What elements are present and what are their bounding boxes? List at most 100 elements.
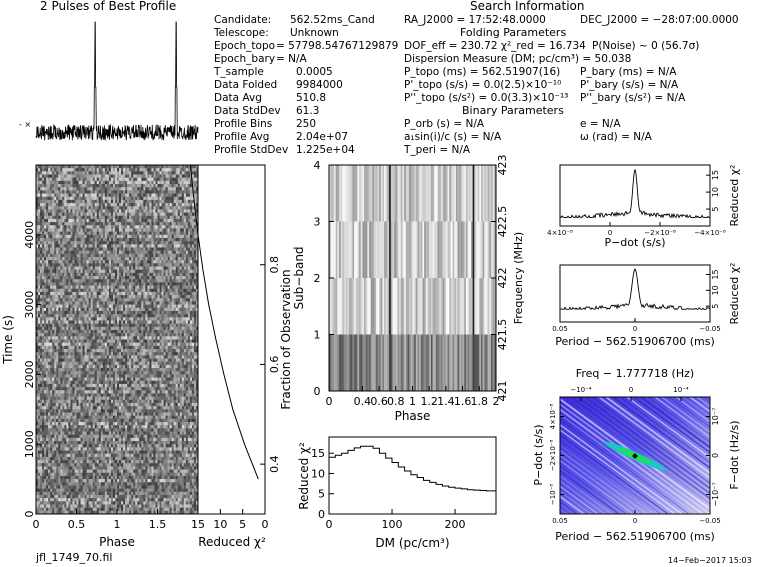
heatmap-cell: [62, 254, 64, 257]
heatmap-cell: [178, 184, 180, 187]
heatmap-cell: [99, 267, 101, 270]
heatmap-cell: [135, 197, 137, 200]
heatmap-cell: [46, 197, 48, 200]
heatmap-cell: [133, 289, 135, 292]
heatmap-cell: [81, 232, 83, 235]
heatmap-cell: [174, 257, 176, 260]
heatmap-cell: [139, 267, 141, 270]
heatmap-cell: [54, 352, 56, 355]
heatmap-cell: [97, 184, 99, 187]
heatmap-cell: [79, 263, 81, 266]
heatmap-cell: [180, 260, 182, 263]
heatmap-cell: [68, 292, 70, 295]
heatmap-cell: [180, 225, 182, 228]
heatmap-cell: [89, 216, 91, 219]
heatmap-cell: [97, 301, 99, 304]
heatmap-cell: [44, 232, 46, 235]
heatmap-cell: [93, 286, 95, 289]
heatmap-cell: [162, 251, 164, 254]
heatmap-cell: [172, 254, 174, 257]
heatmap-cell: [192, 336, 194, 339]
heatmap-cell: [119, 314, 121, 317]
heatmap-cell: [184, 324, 186, 327]
heatmap-cell: [44, 330, 46, 333]
heatmap-cell: [123, 247, 125, 250]
heatmap-cell: [182, 279, 184, 282]
heatmap-cell: [58, 197, 60, 200]
heatmap-cell: [164, 355, 166, 358]
heatmap-cell: [166, 330, 168, 333]
heatmap-cell: [168, 311, 170, 314]
heatmap-cell: [164, 276, 166, 279]
heatmap-cell: [131, 228, 133, 231]
heatmap-cell: [180, 222, 182, 225]
heatmap-cell: [168, 286, 170, 289]
heatmap-cell: [143, 200, 145, 203]
heatmap-cell: [54, 320, 56, 323]
heatmap-cell: [77, 286, 79, 289]
heatmap-cell: [184, 200, 186, 203]
heatmap-cell: [190, 270, 192, 273]
heatmap-cell: [79, 219, 81, 222]
heatmap-cell: [66, 343, 68, 346]
heatmap-cell: [160, 336, 162, 339]
heatmap-cell: [141, 260, 143, 263]
heatmap-cell: [184, 171, 186, 174]
heatmap-cell: [113, 190, 115, 193]
heatmap-cell: [119, 235, 121, 238]
heatmap-cell: [111, 216, 113, 219]
heatmap-cell: [119, 336, 121, 339]
heatmap-cell: [168, 343, 170, 346]
heatmap-cell: [50, 324, 52, 327]
heatmap-cell: [133, 168, 135, 171]
heatmap-cell: [180, 254, 182, 257]
heatmap-cell: [186, 292, 188, 295]
heatmap-cell: [178, 267, 180, 270]
heatmap-cell: [192, 324, 194, 327]
heatmap-cell: [149, 270, 151, 273]
heatmap-cell: [81, 289, 83, 292]
heatmap-cell: [40, 165, 42, 168]
heatmap-cell: [70, 273, 72, 276]
heatmap-cell: [85, 203, 87, 206]
heatmap-cell: [101, 346, 103, 349]
heatmap-cell: [162, 267, 164, 270]
heatmap-cell: [158, 247, 160, 250]
heatmap-cell: [42, 340, 44, 343]
heatmap-cell: [180, 235, 182, 238]
heatmap-cell: [121, 206, 123, 209]
heatmap-cell: [62, 346, 64, 349]
heatmap-cell: [188, 355, 190, 358]
heatmap-cell: [111, 349, 113, 352]
heatmap-cell: [137, 251, 139, 254]
heatmap-cell: [95, 206, 97, 209]
heatmap-cell: [97, 247, 99, 250]
heatmap-cell: [178, 168, 180, 171]
heatmap-cell: [186, 190, 188, 193]
heatmap-cell: [109, 206, 111, 209]
heatmap-cell: [127, 219, 129, 222]
heatmap-cell: [133, 213, 135, 216]
heatmap-cell: [81, 324, 83, 327]
heatmap-cell: [42, 314, 44, 317]
heatmap-cell: [70, 213, 72, 216]
heatmap-cell: [40, 197, 42, 200]
heatmap-cell: [58, 301, 60, 304]
heatmap-cell: [121, 251, 123, 254]
heatmap-cell: [77, 257, 79, 260]
heatmap-cell: [38, 330, 40, 333]
heatmap-cell: [56, 267, 58, 270]
heatmap-cell: [158, 295, 160, 298]
heatmap-cell: [105, 276, 107, 279]
heatmap-cell: [151, 273, 153, 276]
heatmap-cell: [48, 225, 50, 228]
heatmap-cell: [129, 343, 131, 346]
heatmap-cell: [66, 200, 68, 203]
heatmap-cell: [64, 270, 66, 273]
heatmap-cell: [97, 175, 99, 178]
heatmap-cell: [174, 171, 176, 174]
heatmap-cell: [113, 276, 115, 279]
heatmap-cell: [52, 165, 54, 168]
heatmap-cell: [77, 273, 79, 276]
heatmap-cell: [186, 330, 188, 333]
